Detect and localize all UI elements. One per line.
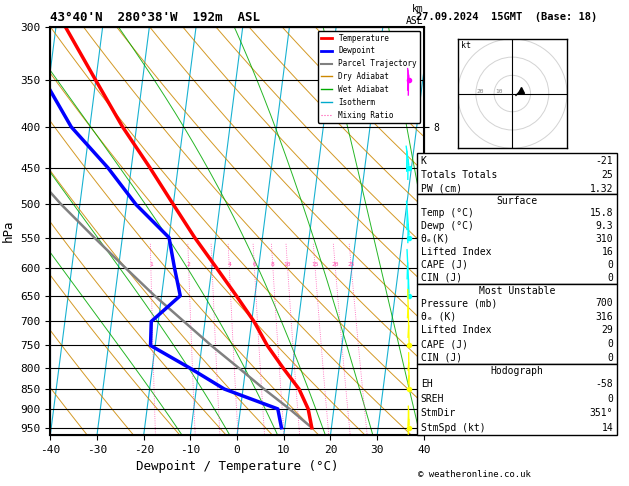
Text: 3: 3 bbox=[210, 262, 214, 267]
Text: 6: 6 bbox=[252, 262, 256, 267]
Y-axis label: hPa: hPa bbox=[2, 220, 15, 242]
Text: 25: 25 bbox=[347, 262, 355, 267]
Text: 20: 20 bbox=[331, 262, 339, 267]
Text: 15.8: 15.8 bbox=[590, 208, 613, 218]
Text: 9.3: 9.3 bbox=[596, 221, 613, 231]
Text: EH: EH bbox=[421, 379, 433, 389]
Text: 351°: 351° bbox=[590, 408, 613, 418]
Text: θₑ (K): θₑ (K) bbox=[421, 312, 456, 322]
Text: 10: 10 bbox=[495, 88, 503, 94]
Text: Pressure (mb): Pressure (mb) bbox=[421, 298, 497, 308]
Text: 15: 15 bbox=[311, 262, 319, 267]
Text: 29: 29 bbox=[601, 326, 613, 335]
Text: SREH: SREH bbox=[421, 394, 444, 403]
Text: StmDir: StmDir bbox=[421, 408, 456, 418]
Text: 14: 14 bbox=[601, 423, 613, 433]
Text: 0: 0 bbox=[608, 273, 613, 283]
Legend: Temperature, Dewpoint, Parcel Trajectory, Dry Adiabat, Wet Adiabat, Isotherm, Mi: Temperature, Dewpoint, Parcel Trajectory… bbox=[318, 31, 420, 122]
Text: CAPE (J): CAPE (J) bbox=[421, 339, 468, 349]
Text: 25: 25 bbox=[601, 170, 613, 180]
Text: Temp (°C): Temp (°C) bbox=[421, 208, 474, 218]
Text: Lifted Index: Lifted Index bbox=[421, 326, 491, 335]
Text: Surface: Surface bbox=[496, 196, 538, 206]
Text: 43°40'N  280°38'W  192m  ASL: 43°40'N 280°38'W 192m ASL bbox=[50, 11, 260, 24]
Text: -58: -58 bbox=[596, 379, 613, 389]
Text: Lifted Index: Lifted Index bbox=[421, 247, 491, 257]
Text: Most Unstable: Most Unstable bbox=[479, 286, 555, 295]
Text: 1.32: 1.32 bbox=[590, 184, 613, 194]
Text: 1: 1 bbox=[149, 262, 153, 267]
Text: 2: 2 bbox=[187, 262, 191, 267]
Text: 0: 0 bbox=[608, 353, 613, 363]
Text: 0: 0 bbox=[608, 394, 613, 403]
Text: Dewp (°C): Dewp (°C) bbox=[421, 221, 474, 231]
Text: Hodograph: Hodograph bbox=[491, 366, 543, 376]
Text: © weatheronline.co.uk: © weatheronline.co.uk bbox=[418, 469, 531, 479]
Text: 700: 700 bbox=[596, 298, 613, 308]
Text: StmSpd (kt): StmSpd (kt) bbox=[421, 423, 486, 433]
Text: 1LCL: 1LCL bbox=[431, 404, 450, 414]
Text: 310: 310 bbox=[596, 234, 613, 244]
Text: Totals Totals: Totals Totals bbox=[421, 170, 497, 180]
Text: 4: 4 bbox=[227, 262, 231, 267]
Text: CIN (J): CIN (J) bbox=[421, 273, 462, 283]
Text: 16: 16 bbox=[601, 247, 613, 257]
Text: θₑ(K): θₑ(K) bbox=[421, 234, 450, 244]
Text: 0: 0 bbox=[608, 339, 613, 349]
X-axis label: Dewpoint / Temperature (°C): Dewpoint / Temperature (°C) bbox=[136, 460, 338, 473]
Text: 8: 8 bbox=[271, 262, 275, 267]
Text: -21: -21 bbox=[596, 156, 613, 166]
Text: 0: 0 bbox=[608, 260, 613, 270]
Text: 10: 10 bbox=[284, 262, 291, 267]
Text: 316: 316 bbox=[596, 312, 613, 322]
Text: CAPE (J): CAPE (J) bbox=[421, 260, 468, 270]
Text: K: K bbox=[421, 156, 426, 166]
Text: km
ASL: km ASL bbox=[406, 4, 424, 26]
Text: kt: kt bbox=[461, 41, 471, 50]
Text: PW (cm): PW (cm) bbox=[421, 184, 462, 194]
Y-axis label: Mixing Ratio (g/kg): Mixing Ratio (g/kg) bbox=[442, 175, 452, 287]
Text: 20: 20 bbox=[477, 88, 484, 94]
Text: 27.09.2024  15GMT  (Base: 18): 27.09.2024 15GMT (Base: 18) bbox=[416, 12, 598, 22]
Text: CIN (J): CIN (J) bbox=[421, 353, 462, 363]
